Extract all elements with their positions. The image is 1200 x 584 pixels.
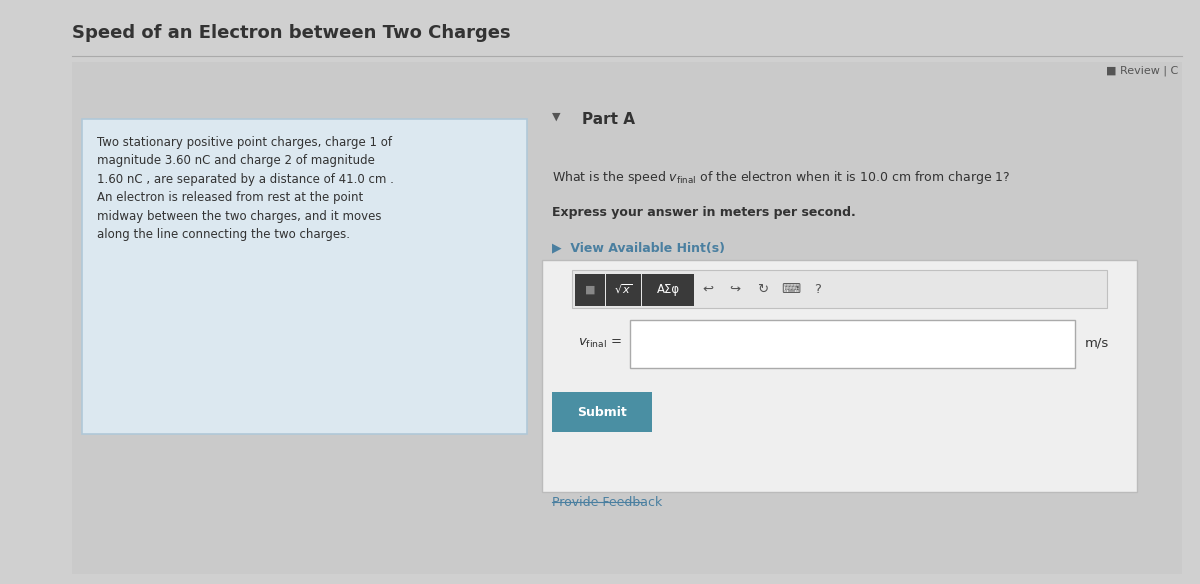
Text: Two stationary positive point charges, charge 1 of
magnitude 3.60 nC and charge : Two stationary positive point charges, c… [97,136,394,242]
FancyBboxPatch shape [630,320,1075,368]
Text: ■ Review | C: ■ Review | C [1105,66,1178,77]
Text: AΣφ: AΣφ [656,283,679,296]
Text: Part A: Part A [582,112,635,127]
FancyBboxPatch shape [642,274,694,305]
FancyBboxPatch shape [606,274,641,305]
FancyBboxPatch shape [552,392,652,432]
FancyBboxPatch shape [72,62,1182,574]
Text: ↪: ↪ [730,283,740,296]
FancyBboxPatch shape [542,260,1138,492]
Text: What is the speed $v_{\mathrm{final}}$ of the electron when it is 10.0 cm from c: What is the speed $v_{\mathrm{final}}$ o… [552,169,1010,186]
Text: ⌨: ⌨ [781,283,800,296]
Text: ■: ■ [584,284,595,294]
FancyBboxPatch shape [82,119,527,434]
Text: $\sqrt{x}$: $\sqrt{x}$ [614,283,632,296]
Text: ▼: ▼ [552,112,560,122]
Text: ↻: ↻ [757,283,768,296]
Text: Speed of an Electron between Two Charges: Speed of an Electron between Two Charges [72,24,511,42]
Text: Express your answer in meters per second.: Express your answer in meters per second… [552,206,856,219]
Text: m/s: m/s [1085,336,1109,349]
Text: ↩: ↩ [702,283,714,296]
Text: Provide Feedback: Provide Feedback [552,496,662,509]
Text: ?: ? [815,283,822,296]
FancyBboxPatch shape [575,274,605,305]
Text: ▶  View Available Hint(s): ▶ View Available Hint(s) [552,241,725,254]
Text: Submit: Submit [577,405,626,419]
FancyBboxPatch shape [572,270,1108,308]
Text: $v_{\mathrm{final}}$ =: $v_{\mathrm{final}}$ = [578,336,622,350]
